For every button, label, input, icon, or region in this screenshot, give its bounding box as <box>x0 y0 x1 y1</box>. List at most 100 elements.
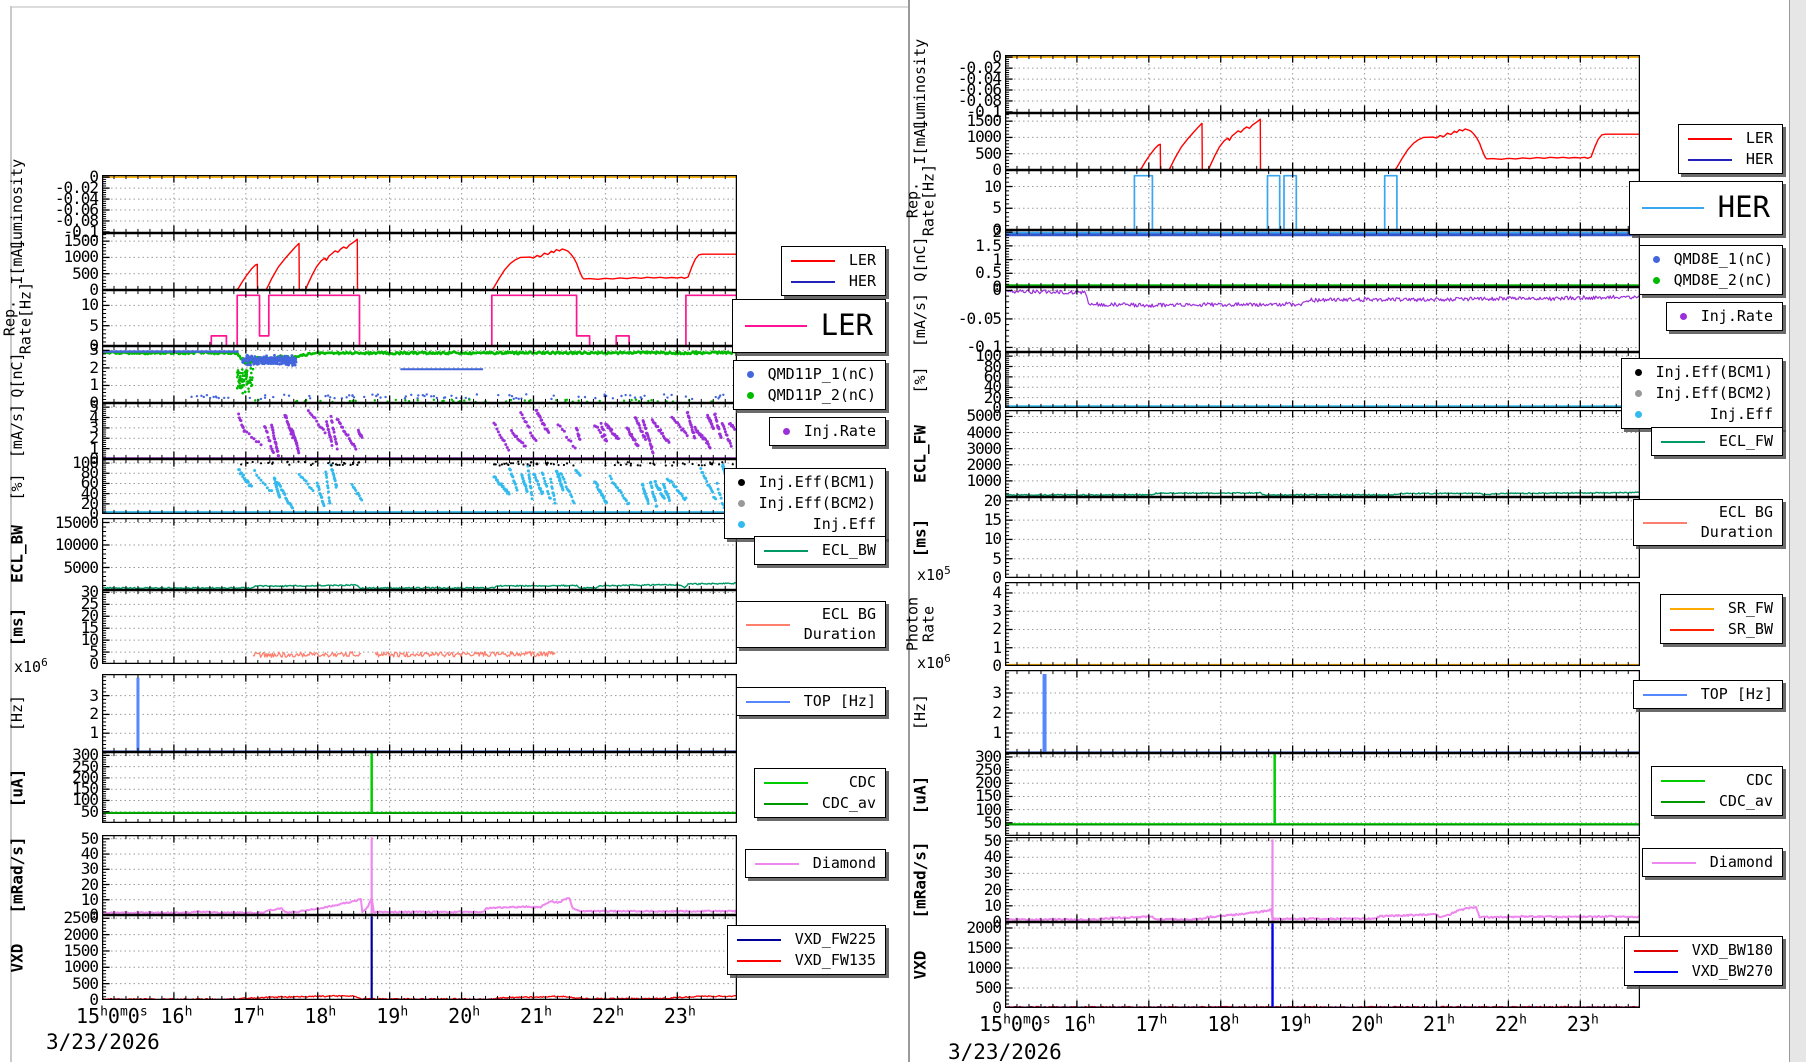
y-tick-label: 20 <box>80 606 99 626</box>
y-tick-label: -0.06 <box>54 200 99 220</box>
legend-item-label: TOP [Hz] <box>1700 684 1773 703</box>
legend-item-label: LER <box>820 308 873 342</box>
y-tick-label: 0 <box>992 160 1002 179</box>
y-tick-label: 1000 <box>63 957 99 977</box>
y-tick-label: 4 <box>992 582 1002 602</box>
legend-item: QMD11P_2(nC) <box>743 385 876 406</box>
ecl-fw-line-marker <box>1660 440 1705 443</box>
y-tick-label: 0 <box>89 905 99 924</box>
right-photon-rate-plot <box>1005 582 1640 666</box>
y-tick-label: 1000 <box>63 247 99 267</box>
right-i-ma-plot <box>1005 113 1640 170</box>
legend-item: VXD_BW270 <box>1633 961 1773 982</box>
her-line-marker <box>1641 206 1704 209</box>
legend-item: CDC_av <box>1660 791 1773 812</box>
legend-item-label: HER <box>1717 190 1770 224</box>
right-ua-plot <box>1005 753 1640 836</box>
legend-item-label: Inj.Eff(BCM2) <box>758 493 876 512</box>
x-tick-label: 21h <box>1423 1012 1455 1036</box>
y-tick-label: 10 <box>80 630 99 650</box>
legend-item: LER <box>744 307 873 345</box>
y-tick-label: 20 <box>983 879 1002 899</box>
left-axis-label-x: [%] <box>8 472 27 501</box>
legend-item: QMD8E_2(nC) <box>1649 270 1773 291</box>
x-tick-label: 16h <box>160 1004 193 1028</box>
y-tick-label: 2 <box>992 703 1002 722</box>
left-axis-label-ecl-bw: ECL_BW <box>7 525 27 583</box>
y-tick-label: -0.1 <box>63 221 99 241</box>
y-tick-label: 1500 <box>966 938 1002 957</box>
right-luminosity-plot <box>1005 55 1640 113</box>
y-tick-label: 80 <box>983 356 1002 376</box>
y-tick-label: 10 <box>983 176 1002 196</box>
legend-item: LER <box>790 250 876 271</box>
right-hz-plot-canvas <box>1005 670 1640 753</box>
y-tick-label: 60 <box>80 473 99 493</box>
right-x-plot <box>1005 352 1640 408</box>
y-tick-label: 10 <box>983 895 1002 915</box>
y-tick-label: -0.02 <box>957 58 1002 78</box>
legend-item: CDC_av <box>763 793 876 814</box>
ecl-bw-line-marker <box>763 549 808 552</box>
left-rep-rate-hz-plot-canvas <box>102 290 737 346</box>
panel-divider <box>908 0 910 1062</box>
y-tick-label: 2500 <box>63 908 99 928</box>
legend-item-label: Inj.Eff(BCM1) <box>758 472 876 491</box>
left-x-plot <box>102 459 737 514</box>
legend-item-label: QMD8E_2(nC) <box>1673 270 1773 289</box>
y-tick-label: -0.05 <box>957 308 1002 328</box>
left-axis-label-i-ma: I[mA] <box>8 238 27 285</box>
y-tick-label: 1 <box>89 438 99 458</box>
panel-right: 0 -0.02 -0.04 -0.06 -0.08 -0.1 Luminosity 1500 1… <box>903 0 1788 1062</box>
y-tick-label: 500 <box>975 143 1002 163</box>
left-ua-plot <box>102 752 737 823</box>
y-tick-label: 0 <box>992 398 1002 417</box>
y-tick-label: 0 <box>992 656 1002 675</box>
axis-multiplier-label: x105 <box>917 564 951 584</box>
legend-item-label: CDC_av <box>1718 791 1773 810</box>
y-tick-label: 1500 <box>63 231 99 251</box>
y-tick-label: 300 <box>72 745 99 765</box>
right-hz-plot <box>1005 670 1640 753</box>
legend-item-label: CDC <box>848 772 876 791</box>
y-tick-label: 1000 <box>966 958 1002 977</box>
legend-item-label: VXD_FW135 <box>794 950 876 969</box>
right-mrad-s-plot <box>1005 837 1640 922</box>
left-axis-label-luminosity: Luminosity <box>8 158 27 250</box>
legend-item: Inj.Eff <box>734 514 876 535</box>
legend-qmd8e-1-nc: QMD8E_1(nC) QMD8E_2(nC) <box>1638 245 1783 295</box>
left-ma-s-plot <box>102 403 737 459</box>
right-axis-label-ua: [uA] <box>910 775 930 814</box>
legend-item-label: Inj.Rate <box>1700 306 1773 325</box>
legend-item-label: Inj.Eff(BCM2) <box>1655 383 1773 402</box>
y-tick-label: 3000 <box>966 438 1002 458</box>
top-hz-line-marker <box>1642 693 1687 696</box>
right-axis-label-q-nc: Q[nC] <box>911 235 930 282</box>
y-tick-label: 3 <box>89 685 99 705</box>
right-axis-label-ms: [ms] <box>910 518 930 557</box>
y-tick-label: 60 <box>983 366 1002 386</box>
legend-item: ECL BG Duration <box>745 605 876 644</box>
legend-item-label: ECL BG Duration <box>1700 503 1773 541</box>
ecl-bg-line-marker <box>745 623 790 626</box>
legend-item-label: LER <box>848 250 876 269</box>
y-tick-label: 2 <box>992 222 1002 242</box>
inj-eff-bcm2-dot-marker <box>737 500 745 507</box>
axis-multiplier-label: x106 <box>917 652 951 672</box>
y-tick-label: 2 <box>89 428 99 448</box>
y-tick-label: 20 <box>80 493 99 513</box>
legend-cdc: CDC CDC_av <box>1650 766 1783 816</box>
y-tick-label: 500 <box>72 263 99 283</box>
y-tick-label: 200 <box>72 767 99 787</box>
y-tick-label: 10 <box>983 529 1002 549</box>
y-tick-label: 1.5 <box>975 235 1002 255</box>
inj-eff-bcm1-dot-marker <box>1634 369 1642 376</box>
legend-item: VXD_FW135 <box>736 950 876 971</box>
vxd-fw135-line-marker <box>736 959 781 962</box>
legend-item-label: Inj.Eff(BCM1) <box>1655 362 1773 381</box>
right-photon-rate-plot-canvas <box>1005 582 1640 666</box>
y-tick-label: 50 <box>983 831 1002 851</box>
diamond-line-marker <box>754 862 799 865</box>
y-tick-label: 20 <box>983 490 1002 510</box>
y-tick-label: 0 <box>992 277 1002 296</box>
